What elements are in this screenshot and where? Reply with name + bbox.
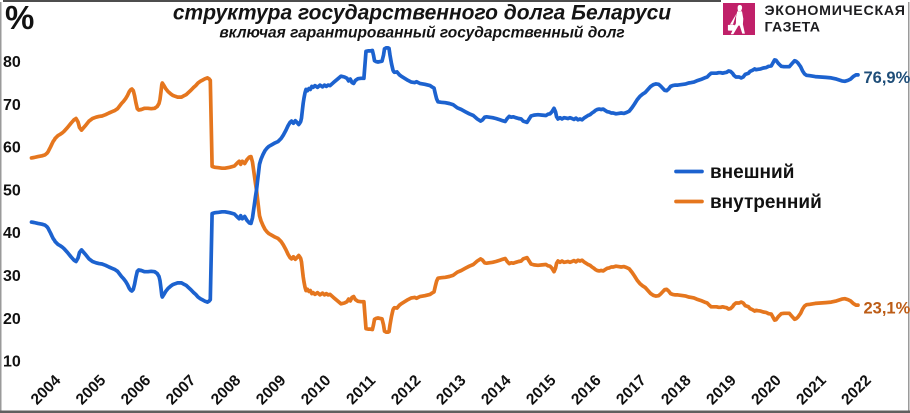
svg-text:включая гарантированный госуда: включая гарантированный государственный … [219,25,624,42]
svg-text:40: 40 [3,225,21,242]
svg-text:10: 10 [3,354,21,371]
svg-text:20: 20 [3,311,21,328]
svg-text:ГАЗЕТА: ГАЗЕТА [765,20,821,36]
svg-text:50: 50 [3,182,21,199]
svg-text:60: 60 [3,140,21,157]
svg-text:70: 70 [3,97,21,114]
svg-text:%: % [5,0,34,36]
svg-text:23,1%: 23,1% [864,300,910,318]
svg-text:30: 30 [3,268,21,285]
svg-text:внутренний: внутренний [710,192,822,213]
svg-text:структура государственного дол: структура государственного долга Беларус… [173,2,671,25]
svg-text:ЭКОНОМИЧЕСКАЯ: ЭКОНОМИЧЕСКАЯ [765,3,906,19]
svg-text:76,9%: 76,9% [864,69,910,87]
svg-text:80: 80 [3,54,21,71]
svg-text:внешний: внешний [710,162,794,183]
